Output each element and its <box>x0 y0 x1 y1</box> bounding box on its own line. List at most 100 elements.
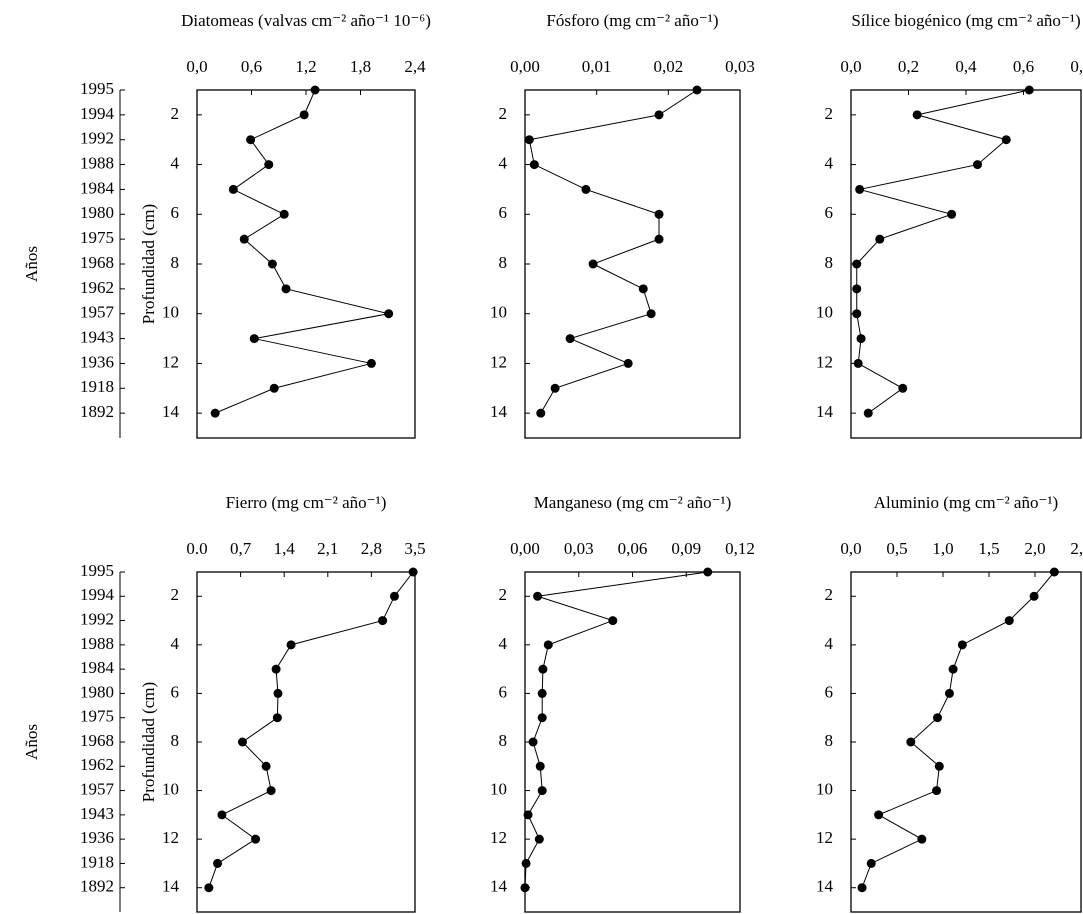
x-tick-label: 2,8 <box>361 539 382 558</box>
data-point <box>934 761 944 771</box>
data-point <box>917 834 927 844</box>
x-tick-label: 2,1 <box>317 539 338 558</box>
x-tick-label: 0,03 <box>725 57 755 76</box>
data-point <box>1024 85 1034 95</box>
year-tick-label: 1918 <box>80 377 114 396</box>
data-point <box>863 408 873 418</box>
data-point <box>608 616 618 626</box>
data-point <box>246 135 256 145</box>
year-tick-label: 1975 <box>80 707 114 726</box>
data-point <box>264 160 274 170</box>
data-point <box>535 761 545 771</box>
panel-title: Diatomeas (valvas cm⁻² año⁻¹ 10⁻⁶) <box>181 11 431 30</box>
y-tick-label: 8 <box>499 731 508 750</box>
y-tick-label: 2 <box>825 585 834 604</box>
year-tick-label: 1992 <box>80 609 114 628</box>
y-axis-label: Profundidad (cm) <box>139 682 158 802</box>
data-point <box>213 858 223 868</box>
data-point <box>638 284 648 294</box>
year-tick-label: 1962 <box>80 755 114 774</box>
y-tick-label: 2 <box>499 585 508 604</box>
y-tick-label: 4 <box>171 634 180 653</box>
y-tick-label: 8 <box>171 731 180 750</box>
panel-title: Fósforo (mg cm⁻² año⁻¹) <box>546 11 718 30</box>
data-point <box>852 284 862 294</box>
y-tick-label: 8 <box>171 253 180 272</box>
data-point <box>378 616 388 626</box>
panel-title: Fierro (mg cm⁻² año⁻¹) <box>226 493 387 512</box>
x-tick-label: 0,02 <box>653 57 683 76</box>
year-tick-label: 1984 <box>80 178 115 197</box>
y-axis-label: Profundidad (cm) <box>139 204 158 324</box>
data-point <box>623 358 633 368</box>
data-point <box>654 110 664 120</box>
year-tick-label: 1892 <box>80 877 114 896</box>
data-point <box>310 85 320 95</box>
data-point <box>528 737 538 747</box>
data-point <box>299 110 309 120</box>
year-tick-label: 1943 <box>80 327 114 346</box>
profile-line <box>861 571 1055 888</box>
y-tick-label: 14 <box>816 877 834 896</box>
year-tick-label: 1957 <box>80 779 115 798</box>
data-point <box>565 334 575 344</box>
y-tick-label: 6 <box>499 682 508 701</box>
year-tick-label: 1936 <box>80 352 114 371</box>
profile-line <box>208 571 414 888</box>
year-axis-label: Años <box>22 246 41 282</box>
data-point <box>204 883 214 893</box>
year-tick-label: 1980 <box>80 203 114 222</box>
x-tick-label: 0,6 <box>1013 57 1034 76</box>
y-tick-label: 14 <box>816 402 834 421</box>
data-point <box>239 234 249 244</box>
data-point <box>538 664 548 674</box>
data-point <box>875 234 885 244</box>
y-tick-label: 2 <box>171 585 180 604</box>
data-point <box>1004 616 1014 626</box>
data-point <box>384 309 394 319</box>
data-point <box>1001 135 1011 145</box>
data-point <box>534 834 544 844</box>
year-tick-label: 1992 <box>80 129 114 148</box>
data-point <box>654 209 664 219</box>
data-point <box>366 358 376 368</box>
y-tick-label: 4 <box>825 153 834 172</box>
data-point <box>692 85 702 95</box>
data-point <box>853 358 863 368</box>
data-point <box>906 737 916 747</box>
data-point <box>389 591 399 601</box>
data-point <box>271 664 281 674</box>
data-point <box>550 383 560 393</box>
data-point <box>261 761 271 771</box>
data-point <box>524 135 534 145</box>
panel-title: Manganeso (mg cm⁻² año⁻¹) <box>534 493 732 512</box>
data-point <box>543 640 553 650</box>
data-point <box>217 810 227 820</box>
year-tick-label: 1918 <box>80 852 114 871</box>
data-point <box>874 810 884 820</box>
y-tick-label: 14 <box>162 877 180 896</box>
year-tick-label: 1975 <box>80 228 114 247</box>
y-tick-label: 10 <box>162 303 179 322</box>
x-tick-label: 0,00 <box>510 539 540 558</box>
year-tick-label: 1957 <box>80 303 115 322</box>
x-tick-label: 0,0 <box>186 57 207 76</box>
year-tick-label: 1892 <box>80 402 114 421</box>
y-tick-label: 10 <box>816 303 833 322</box>
data-point <box>944 688 954 698</box>
x-tick-label: 0,0 <box>840 57 861 76</box>
data-point <box>269 383 279 393</box>
y-tick-label: 4 <box>171 153 180 172</box>
profile-line <box>214 89 389 414</box>
year-tick-label: 1980 <box>80 682 114 701</box>
y-tick-label: 14 <box>490 877 508 896</box>
data-point <box>286 640 296 650</box>
data-point <box>912 110 922 120</box>
year-tick-label: 1988 <box>80 153 114 172</box>
y-tick-label: 12 <box>816 828 833 847</box>
year-tick-label: 1995 <box>80 79 114 98</box>
x-tick-label: 0,2 <box>898 57 919 76</box>
data-point <box>973 160 982 170</box>
